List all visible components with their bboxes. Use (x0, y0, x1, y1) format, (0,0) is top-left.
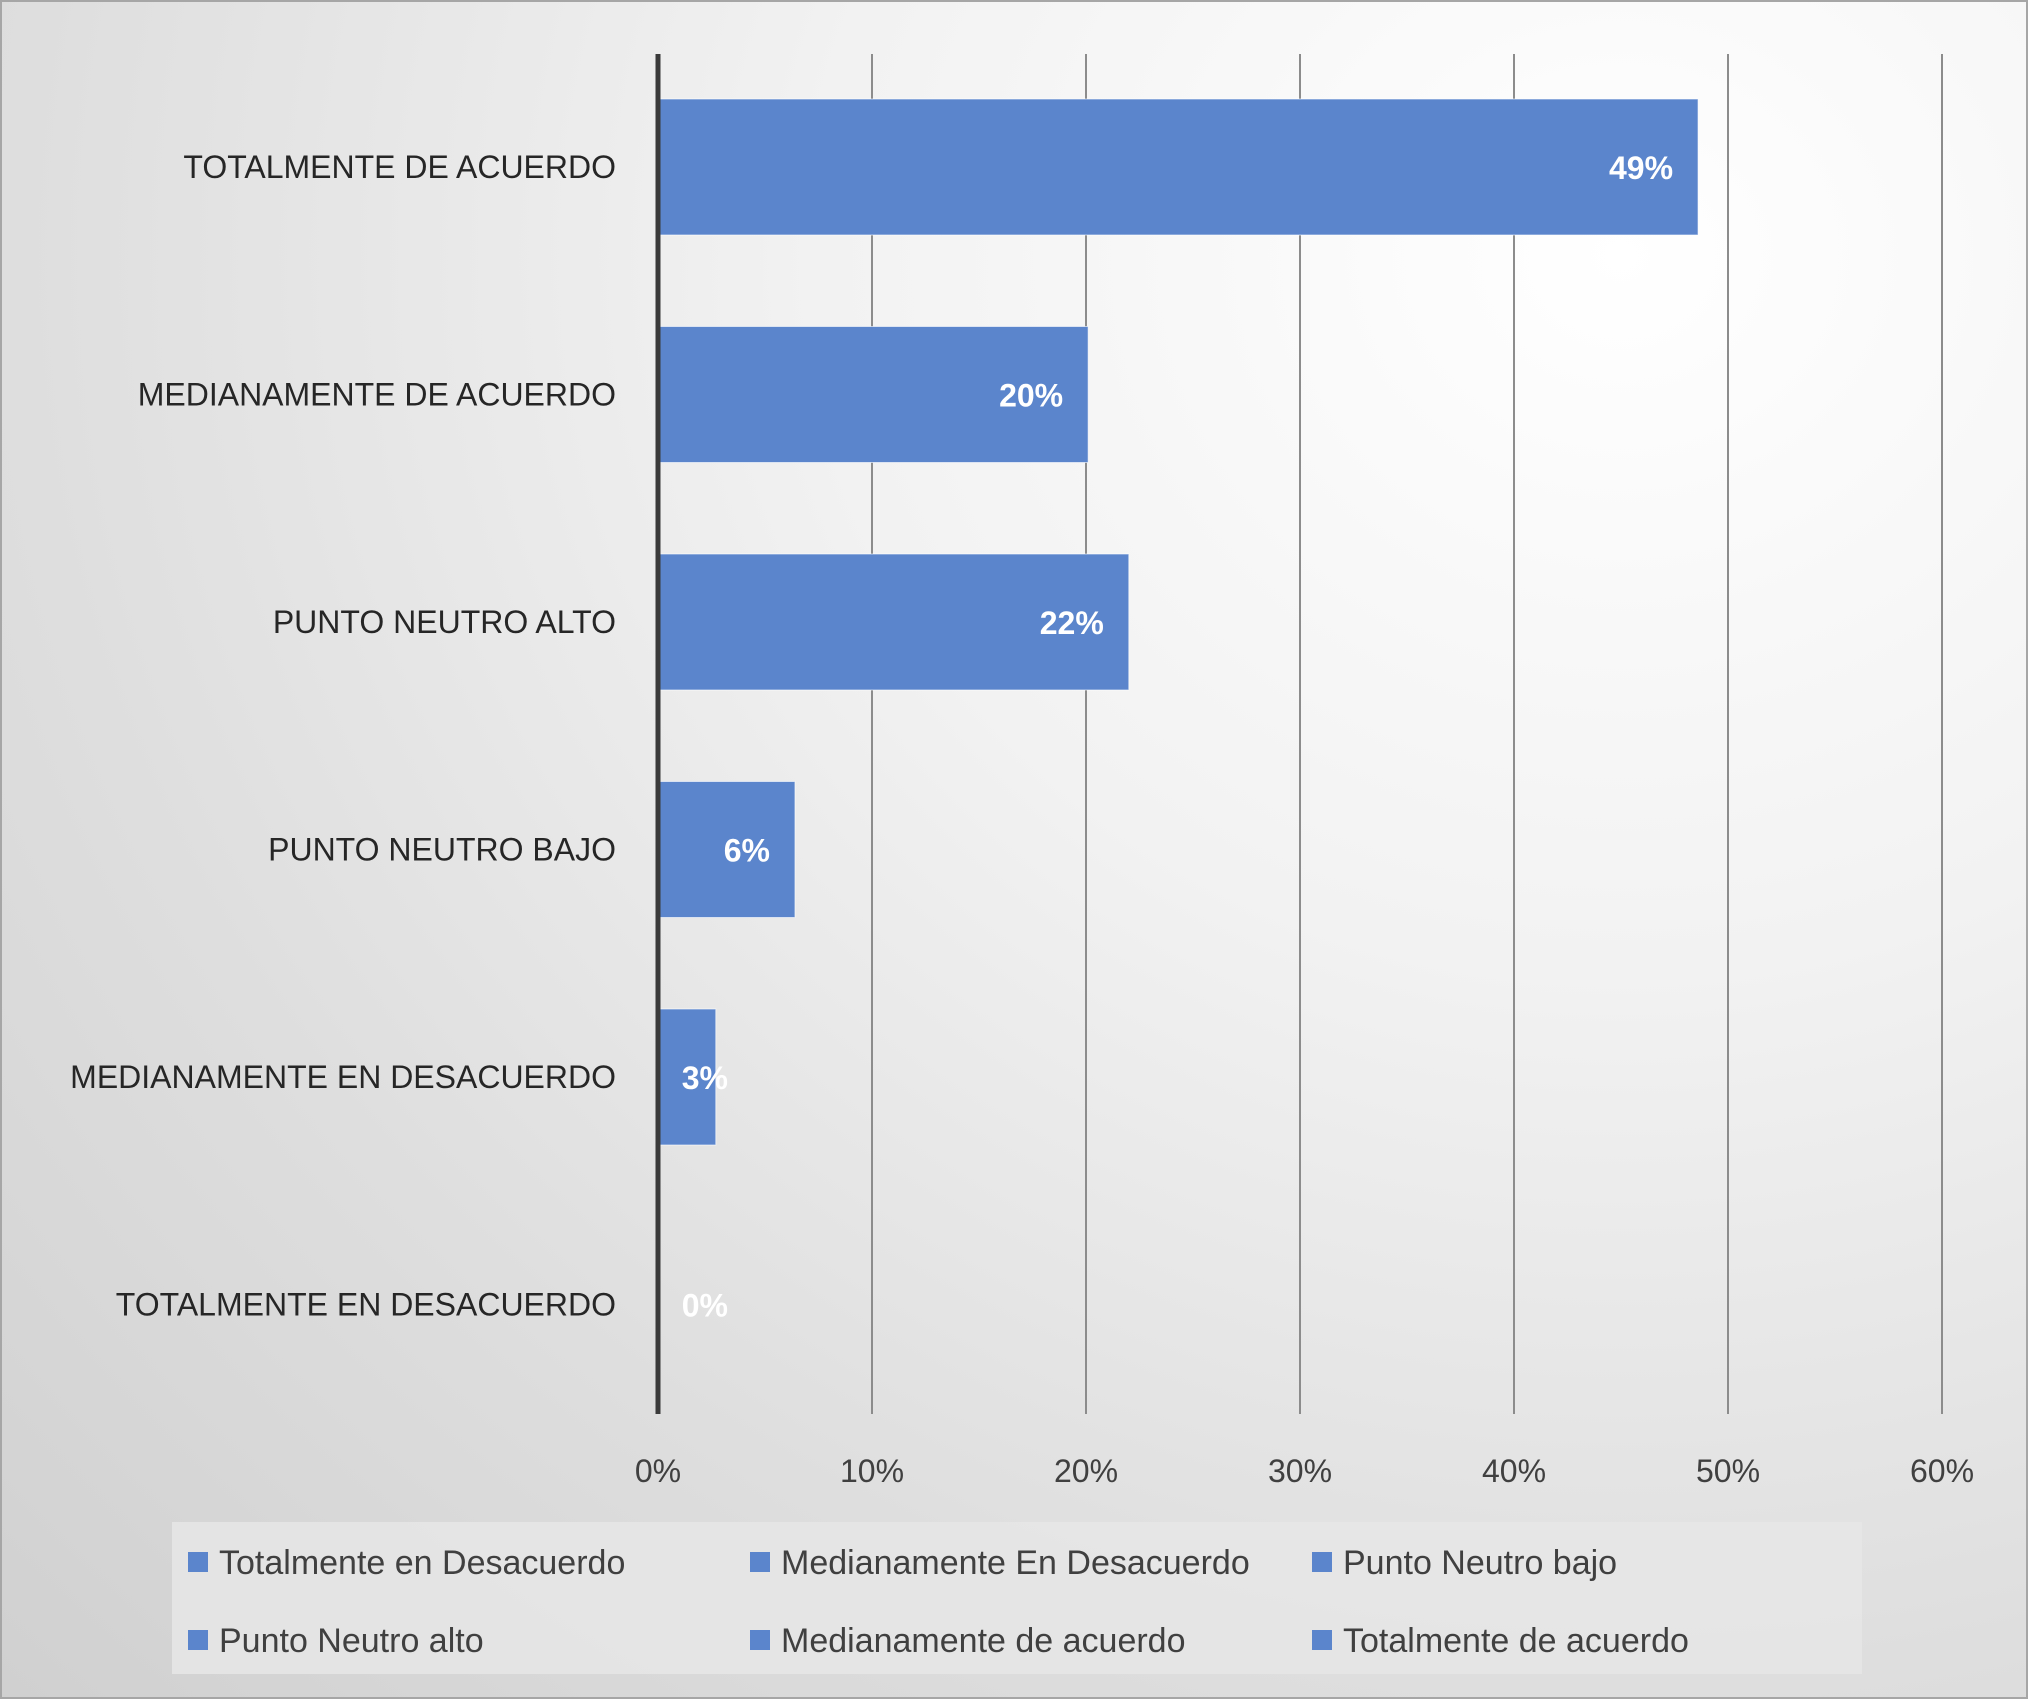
legend-swatch (750, 1630, 770, 1650)
x-tick-label: 0% (635, 1453, 681, 1489)
bar (657, 98, 1699, 236)
labels: 0% 10% 20% 30% 40% 50% 60% TOTALMENTE DE ACUERD… (70, 149, 1974, 1489)
bar (657, 553, 1130, 691)
category-label: MEDIANAMENTE EN DESACUERDO (70, 1059, 616, 1095)
x-tick-label: 30% (1268, 1453, 1332, 1489)
legend: Totalmente en Desacuerdo Medianamente En … (172, 1522, 1862, 1674)
x-tick-label: 10% (840, 1453, 904, 1489)
category-label: TOTALMENTE EN DESACUERDO (116, 1287, 616, 1323)
category-label: PUNTO NEUTRO BAJO (268, 832, 616, 868)
x-tick-label: 60% (1910, 1453, 1974, 1489)
legend-swatch (188, 1630, 208, 1650)
data-label: 49% (1609, 150, 1673, 186)
legend-swatch (750, 1552, 770, 1572)
legend-swatch (1312, 1552, 1332, 1572)
legend-entry: Medianamente de acuerdo (781, 1622, 1186, 1660)
x-tick-label: 40% (1482, 1453, 1546, 1489)
legend-entry: Totalmente en Desacuerdo (219, 1544, 625, 1582)
data-label: 6% (724, 833, 770, 869)
x-tick-label: 50% (1696, 1453, 1760, 1489)
legend-swatch (188, 1552, 208, 1572)
category-label: PUNTO NEUTRO ALTO (273, 604, 616, 640)
data-label: 20% (999, 378, 1063, 414)
gridlines (871, 54, 1943, 1414)
data-label: 22% (1040, 605, 1104, 641)
legend-entry: Medianamente En Desacuerdo (781, 1544, 1250, 1582)
data-label: 0% (682, 1288, 728, 1324)
category-label: TOTALMENTE DE ACUERDO (183, 149, 616, 185)
legend-entry: Punto Neutro bajo (1343, 1544, 1617, 1582)
bars (657, 98, 1699, 1146)
legend-swatch (1312, 1630, 1332, 1650)
x-tick-label: 20% (1054, 1453, 1118, 1489)
bar (657, 326, 1089, 463)
bar (657, 781, 796, 918)
category-label: MEDIANAMENTE DE ACUERDO (138, 377, 616, 413)
legend-entry: Totalmente de acuerdo (1343, 1622, 1689, 1660)
data-label: 3% (682, 1060, 728, 1096)
bar (657, 1008, 717, 1146)
legend-box (172, 1522, 1862, 1674)
legend-entry: Punto Neutro alto (219, 1622, 484, 1660)
